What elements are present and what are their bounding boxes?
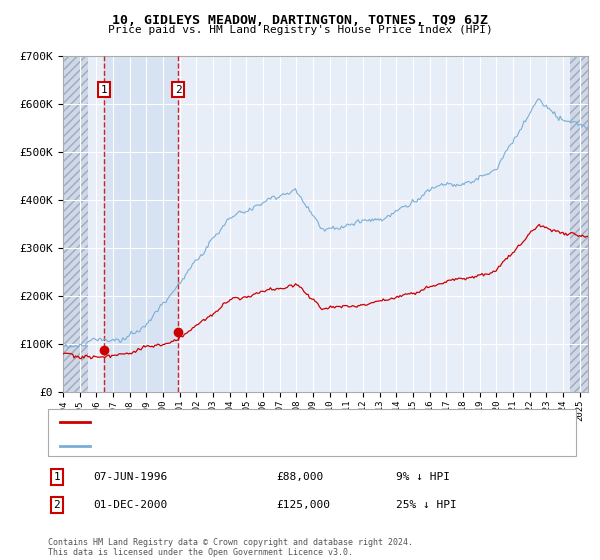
- Text: 1: 1: [100, 85, 107, 95]
- Text: 10, GIDLEYS MEADOW, DARTINGTON, TOTNES, TQ9 6JZ (detached house): 10, GIDLEYS MEADOW, DARTINGTON, TOTNES, …: [96, 417, 472, 427]
- Text: HPI: Average price, detached house, South Hams: HPI: Average price, detached house, Sout…: [96, 441, 366, 451]
- Bar: [63, 56, 88, 392]
- Text: 9% ↓ HPI: 9% ↓ HPI: [396, 472, 450, 482]
- Text: 1: 1: [53, 472, 61, 482]
- Text: Price paid vs. HM Land Registry's House Price Index (HPI): Price paid vs. HM Land Registry's House …: [107, 25, 493, 35]
- Text: 10, GIDLEYS MEADOW, DARTINGTON, TOTNES, TQ9 6JZ: 10, GIDLEYS MEADOW, DARTINGTON, TOTNES, …: [112, 14, 488, 27]
- Text: £125,000: £125,000: [276, 500, 330, 510]
- Text: 07-JUN-1996: 07-JUN-1996: [93, 472, 167, 482]
- Bar: [569, 56, 588, 392]
- Text: £88,000: £88,000: [276, 472, 323, 482]
- Text: Contains HM Land Registry data © Crown copyright and database right 2024.
This d: Contains HM Land Registry data © Crown c…: [48, 538, 413, 557]
- Text: 01-DEC-2000: 01-DEC-2000: [93, 500, 167, 510]
- Text: 25% ↓ HPI: 25% ↓ HPI: [396, 500, 457, 510]
- Bar: [104, 56, 178, 392]
- Text: 2: 2: [175, 85, 182, 95]
- Text: 2: 2: [53, 500, 61, 510]
